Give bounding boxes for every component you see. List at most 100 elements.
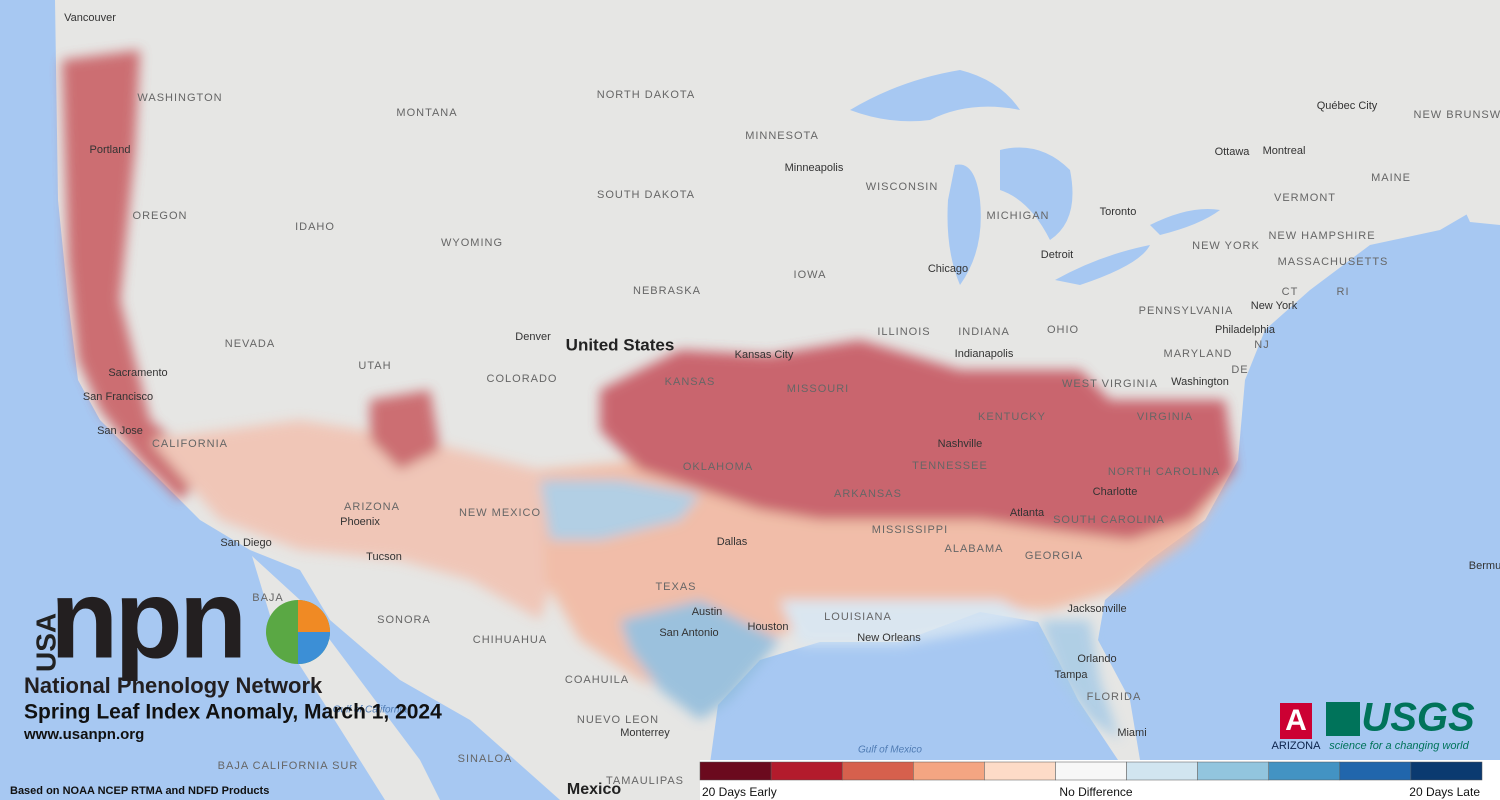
place-label: NEW YORK: [1192, 240, 1260, 252]
legend-swatch: [984, 761, 1056, 781]
legend-swatch: [1126, 761, 1198, 781]
place-label: DE: [1231, 364, 1248, 376]
place-label: Bermu: [1469, 560, 1500, 572]
place-label: WISCONSIN: [866, 181, 939, 193]
place-label: Philadelphia: [1215, 324, 1276, 336]
place-label: SOUTH CAROLINA: [1053, 514, 1165, 526]
credit: Based on NOAA NCEP RTMA and NDFD Product…: [10, 785, 269, 797]
partner-logos: A ARIZONA USGS science for a changing wo…: [1272, 696, 1475, 752]
place-label: MISSISSIPPI: [872, 524, 948, 536]
place-label: KANSAS: [665, 376, 716, 388]
place-label: ARIZONA: [344, 501, 400, 513]
place-label: Sacramento: [108, 367, 167, 379]
place-label: NUEVO LEON: [577, 714, 659, 726]
place-label: MASSACHUSETTS: [1278, 256, 1389, 268]
place-label: PENNSYLVANIA: [1139, 305, 1234, 317]
npn-logo: USA npn National Phenology Network: [24, 557, 330, 698]
place-label: TEXAS: [655, 581, 696, 593]
place-label: Montreal: [1263, 145, 1306, 157]
legend-swatch: [770, 761, 843, 781]
arizona-mark-bg: [1280, 703, 1312, 739]
place-label: Minneapolis: [785, 162, 844, 174]
place-label: NORTH CAROLINA: [1108, 466, 1220, 478]
place-label: CHIHUAHUA: [473, 634, 547, 646]
logo-usa: USA: [30, 613, 61, 672]
country-label: Mexico: [567, 781, 621, 798]
place-label: MICHIGAN: [987, 210, 1050, 222]
legend-swatch: [841, 761, 914, 781]
place-label: Portland: [90, 144, 131, 156]
place-label: MARYLAND: [1164, 348, 1233, 360]
place-label: NJ: [1254, 339, 1269, 351]
place-label: BAJA: [252, 592, 284, 604]
map-title: Spring Leaf Index Anomaly, March 1, 2024: [24, 701, 442, 724]
place-label: Chicago: [928, 263, 968, 275]
place-label: Ottawa: [1215, 146, 1251, 158]
place-label: VIRGINIA: [1137, 411, 1193, 423]
place-label: Detroit: [1041, 249, 1073, 261]
place-label: Denver: [515, 331, 551, 343]
place-label: Orlando: [1077, 653, 1116, 665]
place-label: UTAH: [358, 360, 391, 372]
place-label: Gulf of California: [333, 705, 408, 716]
place-label: New York: [1251, 300, 1298, 312]
place-label: SONORA: [377, 614, 431, 626]
place-label: ALABAMA: [945, 543, 1004, 555]
place-label: RI: [1337, 286, 1350, 298]
place-label: OKLAHOMA: [683, 461, 753, 473]
place-label: MAINE: [1371, 172, 1411, 184]
place-label: Dallas: [717, 536, 748, 548]
legend-label: 20 Days Early: [702, 785, 777, 799]
legend-swatch: [1268, 761, 1341, 781]
place-label: ILLINOIS: [877, 326, 930, 338]
place-label: IDAHO: [295, 221, 335, 233]
place-label: LOUISIANA: [824, 611, 892, 623]
place-label: OREGON: [133, 210, 188, 222]
place-label: BAJA CALIFORNIA SUR: [218, 760, 359, 772]
place-label: IOWA: [794, 269, 827, 281]
place-label: WASHINGTON: [137, 92, 222, 104]
logo-network: National Phenology Network: [24, 673, 323, 698]
place-label: KENTUCKY: [978, 411, 1046, 423]
place-label: FLORIDA: [1087, 691, 1142, 703]
place-label: COAHUILA: [565, 674, 629, 686]
place-label: Jacksonville: [1067, 603, 1126, 615]
anomaly-overlay: [62, 50, 1235, 740]
place-label: GEORGIA: [1025, 550, 1083, 562]
place-label: NEW BRUNSWICK: [1414, 109, 1500, 121]
place-label: TAMAULIPAS: [606, 775, 684, 787]
place-label: Monterrey: [620, 727, 670, 739]
place-label: NEVADA: [225, 338, 275, 350]
place-label: SINALOA: [458, 753, 513, 765]
place-label: San Francisco: [83, 391, 153, 403]
place-label: Kansas City: [735, 349, 794, 361]
place-label: NEBRASKA: [633, 285, 701, 297]
legend: [699, 761, 1483, 781]
place-label: San Jose: [97, 425, 143, 437]
usgs-tagline: science for a changing world: [1329, 740, 1469, 752]
url: www.usanpn.org: [23, 726, 144, 743]
logo-leaf: [298, 632, 330, 664]
place-label: SOUTH DAKOTA: [597, 189, 695, 201]
place-label: Indianapolis: [955, 348, 1014, 360]
legend-swatch: [1339, 761, 1412, 781]
place-labels: Vancouver WASHINGTON Portland OREGON IDAHO MO…: [64, 12, 1500, 787]
place-label: Gulf of Mexico: [858, 745, 922, 756]
place-label: MISSOURI: [787, 383, 849, 395]
place-label: ARKANSAS: [834, 488, 902, 500]
country-label: United States: [566, 335, 675, 354]
place-label: CT: [1282, 286, 1299, 298]
place-label: MONTANA: [396, 107, 457, 119]
place-label: Atlanta: [1010, 507, 1045, 519]
legend-swatch: [913, 761, 985, 781]
legend-swatch: [1197, 761, 1269, 781]
place-label: Austin: [692, 606, 723, 618]
legend-swatch: [1055, 761, 1127, 781]
place-label: Charlotte: [1093, 486, 1138, 498]
place-label: CALIFORNIA: [152, 438, 228, 450]
place-label: New Orleans: [857, 632, 921, 644]
legend-label: 20 Days Late: [1409, 785, 1480, 799]
place-label: San Antonio: [659, 627, 718, 639]
great-lakes: [850, 70, 1220, 285]
